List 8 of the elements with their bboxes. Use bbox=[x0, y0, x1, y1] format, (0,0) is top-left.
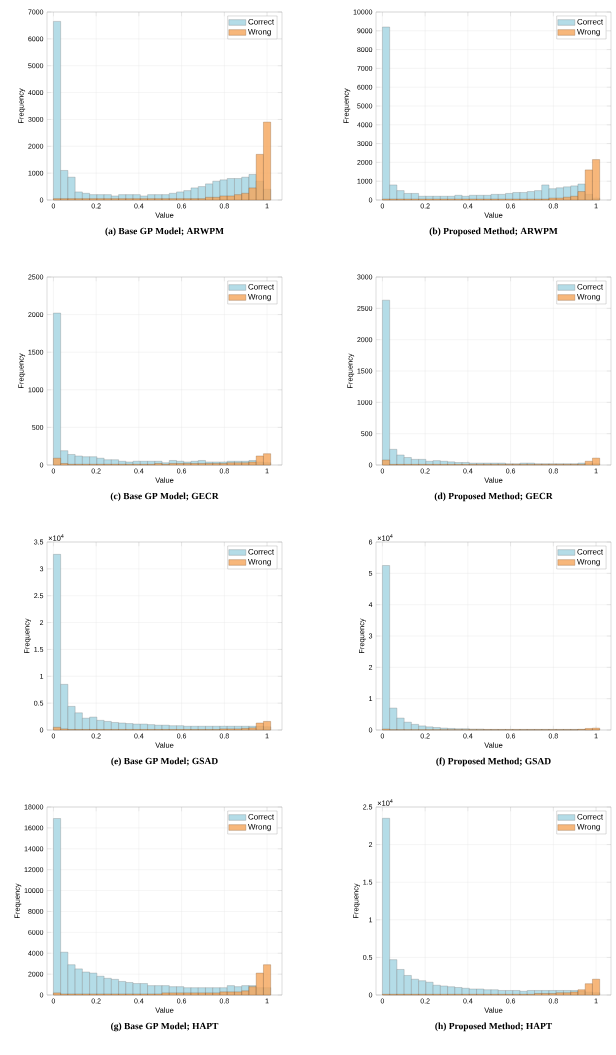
text: (f) Proposed Method; GSAD bbox=[436, 757, 551, 767]
text: (c) Base GP Model; GECR bbox=[110, 492, 219, 502]
text: (h) Proposed Method; HAPT bbox=[435, 1022, 553, 1032]
text: (e) Base GP Model; GSAD bbox=[111, 757, 218, 767]
text: (d) Proposed Method; GECR bbox=[434, 492, 553, 502]
text: (b) Proposed Method; ARWPM bbox=[429, 227, 558, 237]
text: (a) Base GP Model; ARWPM bbox=[105, 227, 224, 237]
text: (g) Base GP Model; HAPT bbox=[111, 1022, 219, 1032]
